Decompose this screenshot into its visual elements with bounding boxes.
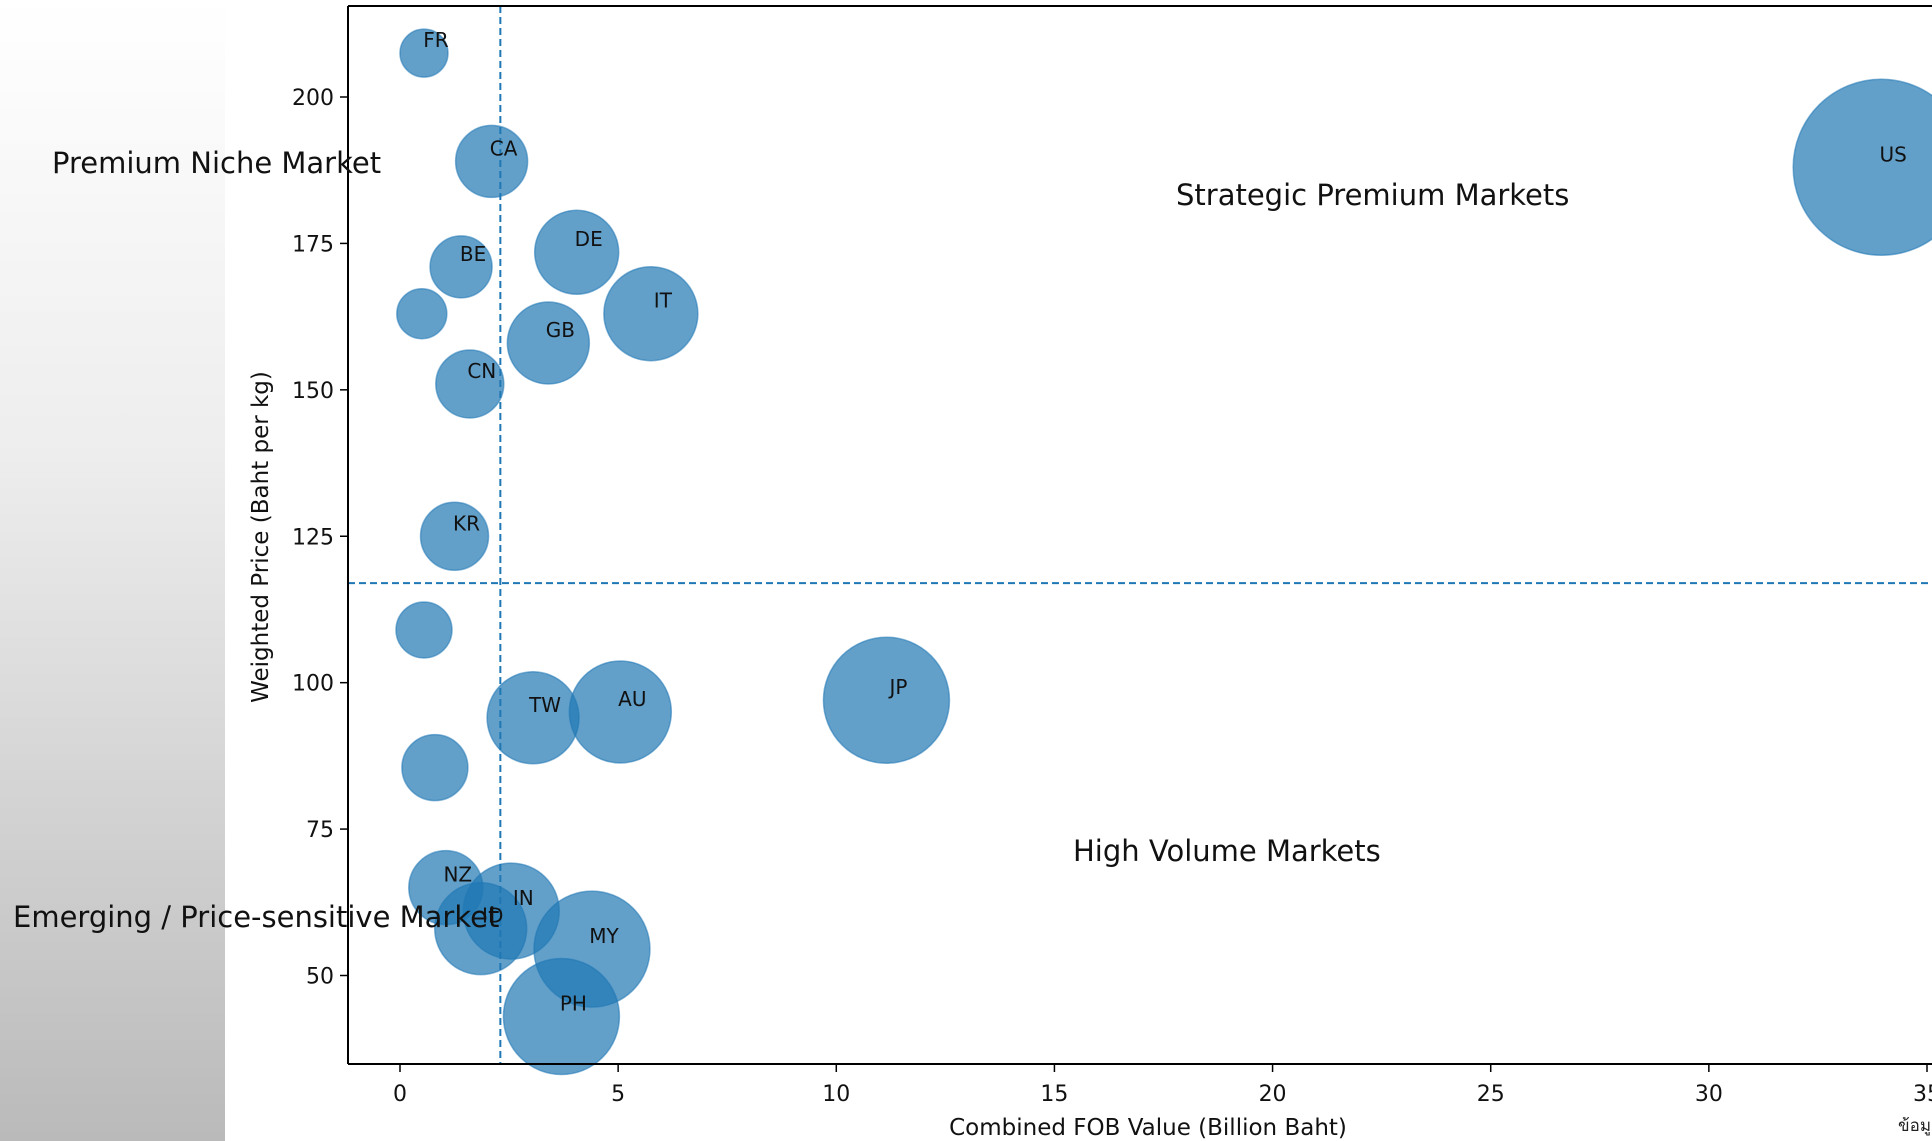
x-tick-label-20: 20 [1259, 1082, 1287, 1107]
bubble-label-id: ID [482, 904, 503, 928]
quadrant-label-emerging: Emerging / Price-sensitive Market [13, 900, 500, 934]
axes-layer: 0 5 10 15 20 25 30 35 50 75 100 125 150 175 200 [292, 5, 1932, 1107]
bubble-label-jp: JP [887, 675, 907, 699]
bubble-label-nz: NZ [443, 863, 472, 887]
y-axis-label: Weighted Price (Baht per kg) [248, 371, 274, 703]
bubble-label-ph: PH [560, 991, 587, 1015]
bubble-label-in: IN [513, 886, 534, 910]
bubble-label-tw: TW [528, 693, 561, 717]
bubble-ca [454, 124, 529, 199]
bubble-label-us: US [1880, 142, 1907, 166]
bubble-unlabeled [395, 601, 453, 659]
quadrant-label-strategic-premium: Strategic Premium Markets [1176, 178, 1570, 212]
bubble-kr [419, 501, 490, 571]
y-tick-label-50: 50 [306, 965, 334, 990]
bubble-de [533, 209, 620, 295]
x-tick-label-15: 15 [1040, 1082, 1068, 1107]
bubble-label-au: AU [618, 687, 646, 711]
left-gradient-panel [0, 0, 225, 1141]
y-tick-label-100: 100 [292, 672, 334, 697]
bubble-ph [502, 957, 621, 1076]
bubble-unlabeled [401, 733, 469, 802]
bubble-unlabeled [396, 287, 448, 340]
bubble-label-my: MY [589, 924, 619, 948]
bubble-label-it: IT [654, 289, 673, 313]
bubble-it [603, 265, 699, 362]
bubble-be [429, 235, 493, 299]
x-tick-label-25: 25 [1477, 1082, 1505, 1107]
bubble-jp [822, 636, 951, 764]
y-tick-label-75: 75 [306, 818, 334, 843]
x-tick-label-30: 30 [1695, 1082, 1723, 1107]
x-axis-label: Combined FOB Value (Billion Baht) [949, 1115, 1347, 1141]
bubbles-layer [395, 28, 1932, 1076]
bubble-label-fr: FR [423, 28, 449, 52]
bubble-id [433, 881, 528, 976]
bubble-cn [435, 349, 505, 419]
x-tick-label-35: 35 [1913, 1082, 1932, 1107]
bubble-label-kr: KR [453, 511, 480, 535]
footnote-text: ข้อมู [1898, 1116, 1932, 1136]
y-tick-label-200: 200 [292, 86, 334, 111]
bubble-us [1792, 78, 1932, 257]
quadrant-label-premium-niche: Premium Niche Market [52, 146, 382, 180]
x-tick-label-10: 10 [822, 1082, 850, 1107]
bubble-labels-layer: FR CA BE DE IT GB CN KR TW AU JP NZ IN ID MY PH US [423, 28, 1907, 1015]
bubble-au [568, 660, 673, 764]
bubble-tw [486, 671, 580, 765]
bubble-fr [399, 28, 449, 78]
bubble-label-ca: CA [490, 136, 518, 160]
bubble-gb [506, 301, 591, 385]
bubble-label-be: BE [460, 242, 486, 266]
y-tick-label-175: 175 [292, 232, 334, 257]
quadrant-label-high-volume: High Volume Markets [1073, 834, 1381, 868]
bubble-label-cn: CN [467, 359, 496, 383]
x-tick-label-0: 0 [393, 1082, 407, 1107]
y-tick-label-150: 150 [292, 379, 334, 404]
x-tick-label-5: 5 [611, 1082, 625, 1107]
reference-lines [348, 6, 1932, 1064]
bubble-label-gb: GB [546, 318, 575, 342]
y-tick-label-125: 125 [292, 525, 334, 550]
bubble-label-de: DE [575, 227, 603, 251]
